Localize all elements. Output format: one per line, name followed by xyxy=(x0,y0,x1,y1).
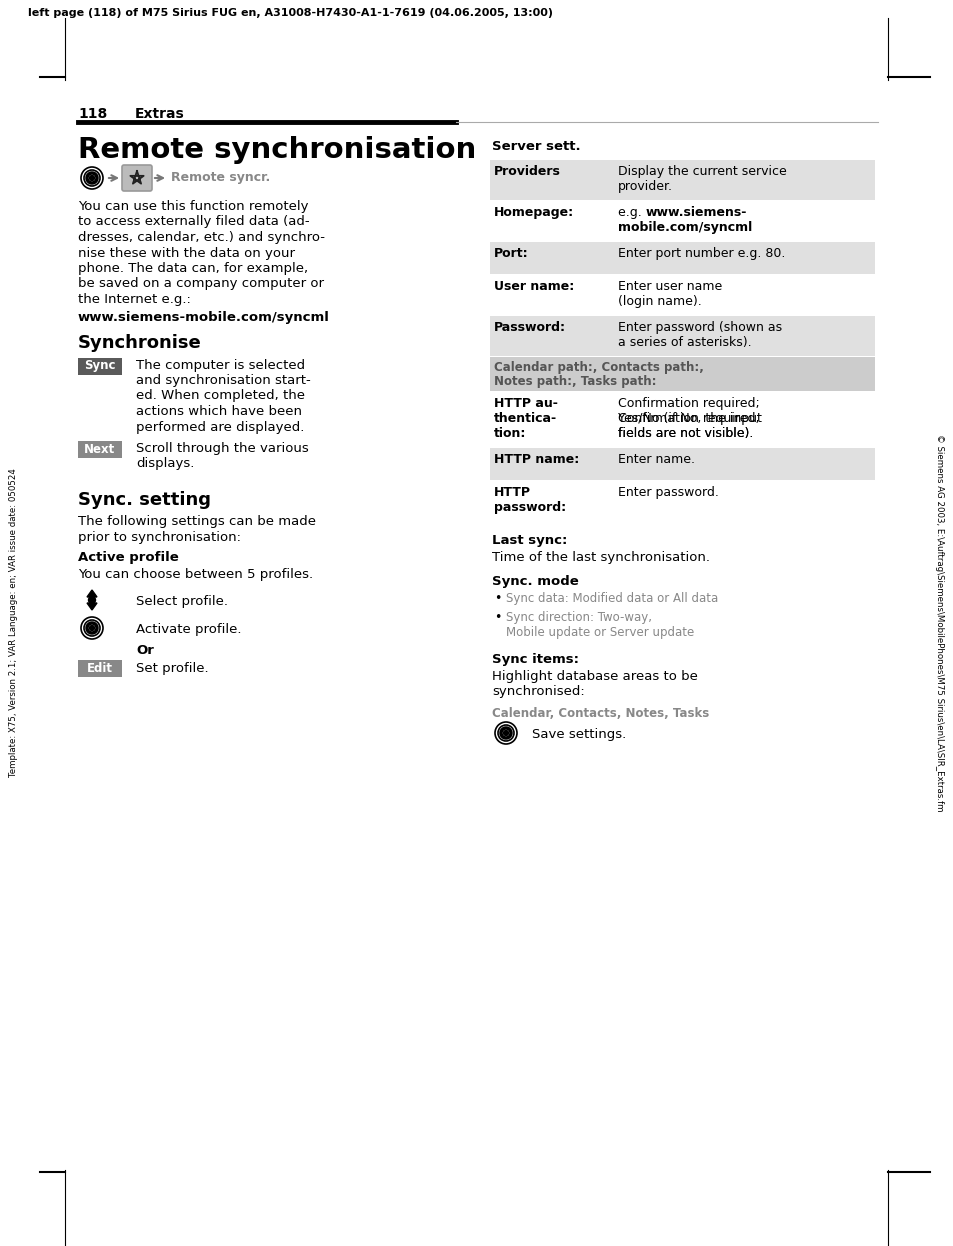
Text: dresses, calendar, etc.) and synchro-: dresses, calendar, etc.) and synchro- xyxy=(78,231,325,244)
Text: a series of asterisks).: a series of asterisks). xyxy=(618,336,751,349)
Text: Edit: Edit xyxy=(87,662,112,675)
Text: be saved on a company computer or: be saved on a company computer or xyxy=(78,278,324,290)
Text: •: • xyxy=(494,611,501,624)
Text: phone. The data can, for example,: phone. The data can, for example, xyxy=(78,262,308,275)
Bar xyxy=(490,201,874,240)
Text: User name:: User name: xyxy=(494,280,574,293)
Text: Set profile.: Set profile. xyxy=(136,662,209,675)
Text: Or: Or xyxy=(136,644,153,657)
Bar xyxy=(78,358,122,375)
Bar xyxy=(490,481,874,521)
Text: Sync. mode: Sync. mode xyxy=(492,574,578,588)
Text: mobile.com/syncml: mobile.com/syncml xyxy=(618,221,752,234)
Text: •: • xyxy=(494,592,501,606)
Bar xyxy=(490,159,874,201)
Text: Template: X75, Version 2.1; VAR Language: en; VAR issue date: 050524: Template: X75, Version 2.1; VAR Language… xyxy=(10,468,18,778)
Text: Extras: Extras xyxy=(135,107,185,121)
Text: left page (118) of M75 Sirius FUG en, A31008-H7430-A1-1-7619 (04.06.2005, 13:00): left page (118) of M75 Sirius FUG en, A3… xyxy=(28,7,553,17)
Text: synchronised:: synchronised: xyxy=(492,685,584,699)
Circle shape xyxy=(503,730,508,735)
Text: You can use this function remotely: You can use this function remotely xyxy=(78,201,308,213)
Bar xyxy=(490,358,874,391)
Bar xyxy=(490,392,874,447)
Text: Enter password.: Enter password. xyxy=(618,486,719,498)
Text: www.siemens-: www.siemens- xyxy=(645,206,746,219)
Text: Sync: Sync xyxy=(84,360,115,373)
Text: Yes/No (if No, the input: Yes/No (if No, the input xyxy=(618,412,761,425)
Circle shape xyxy=(90,625,94,630)
Polygon shape xyxy=(87,603,97,611)
Text: the Internet e.g.:: the Internet e.g.: xyxy=(78,293,191,307)
Text: Time of the last synchronisation.: Time of the last synchronisation. xyxy=(492,551,709,564)
Text: displays.: displays. xyxy=(136,457,194,471)
Text: (login name).: (login name). xyxy=(618,295,701,308)
Text: Password:: Password: xyxy=(494,321,565,334)
Polygon shape xyxy=(87,591,97,597)
Text: Enter password (shown as: Enter password (shown as xyxy=(618,321,781,334)
Bar xyxy=(490,449,874,480)
Text: and synchronisation start-: and synchronisation start- xyxy=(136,374,311,388)
Text: The following settings can be made: The following settings can be made xyxy=(78,515,315,528)
Bar xyxy=(78,660,122,677)
Text: Enter port number e.g. 80.: Enter port number e.g. 80. xyxy=(618,247,784,260)
Text: provider.: provider. xyxy=(618,179,672,193)
FancyBboxPatch shape xyxy=(122,164,152,191)
Text: Select profile.: Select profile. xyxy=(136,596,228,608)
Text: Confirmation required;: Confirmation required; xyxy=(618,397,759,410)
Text: 118: 118 xyxy=(78,107,107,121)
Text: e.g.: e.g. xyxy=(618,206,645,219)
Text: Providers: Providers xyxy=(494,164,560,178)
Bar xyxy=(490,242,874,274)
Text: Sync data: Modified data or All data: Sync data: Modified data or All data xyxy=(505,592,718,606)
Text: Synchronise: Synchronise xyxy=(78,334,201,351)
Text: Homepage:: Homepage: xyxy=(494,206,574,219)
Text: Remote syncr.: Remote syncr. xyxy=(171,172,270,184)
Text: HTTP name:: HTTP name: xyxy=(494,454,578,466)
Text: Next: Next xyxy=(84,444,115,456)
Bar xyxy=(490,275,874,315)
Text: nise these with the data on your: nise these with the data on your xyxy=(78,247,294,259)
Text: tion:: tion: xyxy=(494,427,526,440)
Text: actions which have been: actions which have been xyxy=(136,405,302,417)
Text: Sync. setting: Sync. setting xyxy=(78,491,211,510)
Text: Calendar, Contacts, Notes, Tasks: Calendar, Contacts, Notes, Tasks xyxy=(492,706,708,720)
Text: Notes path:, Tasks path:: Notes path:, Tasks path: xyxy=(494,375,656,388)
Text: fields are not visible).: fields are not visible). xyxy=(618,427,753,440)
Text: Scroll through the various: Scroll through the various xyxy=(136,442,309,455)
Text: Display the current service: Display the current service xyxy=(618,164,786,178)
Text: Calendar path:, Contacts path:,: Calendar path:, Contacts path:, xyxy=(494,361,703,374)
Text: Highlight database areas to be: Highlight database areas to be xyxy=(492,670,698,683)
Text: Last sync:: Last sync: xyxy=(492,535,567,547)
Text: HTTP au-: HTTP au- xyxy=(494,397,558,410)
Text: You can choose between 5 profiles.: You can choose between 5 profiles. xyxy=(78,568,313,581)
Text: Port:: Port: xyxy=(494,247,528,260)
Text: performed are displayed.: performed are displayed. xyxy=(136,420,304,434)
Text: The computer is selected: The computer is selected xyxy=(136,359,305,371)
Text: Save settings.: Save settings. xyxy=(532,728,625,741)
Text: prior to synchronisation:: prior to synchronisation: xyxy=(78,531,241,543)
Text: password:: password: xyxy=(494,501,565,515)
Text: to access externally filed data (ad-: to access externally filed data (ad- xyxy=(78,216,310,228)
Bar xyxy=(78,441,122,459)
Circle shape xyxy=(89,597,95,603)
Circle shape xyxy=(90,176,94,181)
Text: HTTP: HTTP xyxy=(494,486,531,498)
Text: www.siemens-mobile.com/syncml: www.siemens-mobile.com/syncml xyxy=(78,312,330,324)
Text: Enter name.: Enter name. xyxy=(618,454,695,466)
Text: Activate profile.: Activate profile. xyxy=(136,623,241,635)
Text: Confirmation required;: Confirmation required; xyxy=(618,412,759,425)
Text: Mobile update or Server update: Mobile update or Server update xyxy=(505,625,694,639)
Text: ed. When completed, the: ed. When completed, the xyxy=(136,390,305,402)
Text: © Siemens AG 2003, E:\Auftrag\Siemens\MobilePhones\M75 Sirius\en\LA\SIR_Extras.f: © Siemens AG 2003, E:\Auftrag\Siemens\Mo… xyxy=(935,435,943,811)
Text: Sync direction: Two-way,: Sync direction: Two-way, xyxy=(505,611,651,624)
Text: Sync items:: Sync items: xyxy=(492,653,578,667)
Text: Server sett.: Server sett. xyxy=(492,140,580,153)
Text: fields are not visible).: fields are not visible). xyxy=(618,427,753,440)
Text: Enter user name: Enter user name xyxy=(618,280,721,293)
Bar xyxy=(490,316,874,356)
Text: Remote synchronisation: Remote synchronisation xyxy=(78,136,476,164)
Text: Active profile: Active profile xyxy=(78,551,178,564)
Text: thentica-: thentica- xyxy=(494,412,557,425)
